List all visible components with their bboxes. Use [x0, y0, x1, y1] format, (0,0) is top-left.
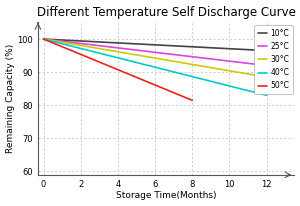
50°C: [42, 38, 45, 40]
Line: 50°C: 50°C: [44, 39, 192, 100]
X-axis label: Storage Time(Months): Storage Time(Months): [116, 191, 216, 200]
50°C: [190, 99, 194, 102]
Legend: 10°C, 25°C, 30°C, 40°C, 50°C: 10°C, 25°C, 30°C, 40°C, 50°C: [254, 25, 293, 94]
Y-axis label: Remaining Capacity (%): Remaining Capacity (%): [6, 44, 15, 153]
Title: Different Temperature Self Discharge Curve: Different Temperature Self Discharge Cur…: [37, 6, 296, 19]
